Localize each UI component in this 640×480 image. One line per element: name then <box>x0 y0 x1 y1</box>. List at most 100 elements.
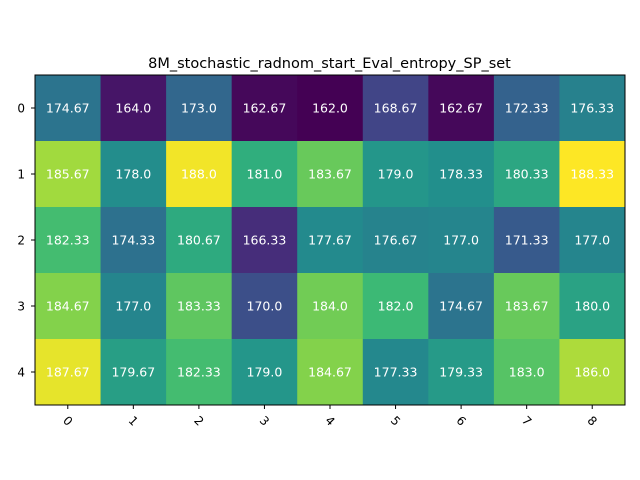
chart-title: 8M_stochastic_radnom_start_Eval_entropy_… <box>148 56 511 72</box>
heatmap-cell <box>428 207 495 274</box>
cell-value-label: 177.0 <box>574 233 610 248</box>
cell-value-label: 183.0 <box>509 365 545 380</box>
x-tick-label: 8 <box>585 413 600 428</box>
cell-value-label: 183.67 <box>308 167 352 182</box>
cell-value-label: 180.33 <box>505 167 549 182</box>
heatmap-cell <box>166 273 233 340</box>
heatmap-cell <box>493 207 560 274</box>
heatmap-cell <box>297 273 364 340</box>
heatmap-cell <box>428 273 495 340</box>
y-tick-label: 3 <box>17 300 25 314</box>
cell-value-label: 179.67 <box>111 365 155 380</box>
heatmap-cell <box>35 339 102 406</box>
heatmap-cell <box>100 273 167 340</box>
cell-value-label: 162.67 <box>243 101 287 116</box>
x-tick-label: 0 <box>60 413 75 428</box>
x-tick-label: 1 <box>126 413 141 428</box>
heatmap-cell <box>297 75 364 142</box>
cell-value-label: 177.67 <box>308 233 352 248</box>
heatmap-cell <box>428 339 495 406</box>
cell-value-label: 184.67 <box>46 299 90 314</box>
cell-value-label: 185.67 <box>46 167 90 182</box>
cell-value-label: 168.67 <box>374 101 418 116</box>
heatmap-cell <box>559 141 626 208</box>
cell-value-label: 188.33 <box>570 167 614 182</box>
heatmap-cell <box>35 75 102 142</box>
heatmap-cell <box>100 75 167 142</box>
heatmap-cell <box>297 339 364 406</box>
cell-value-label: 182.33 <box>46 233 90 248</box>
heatmap-cell <box>166 339 233 406</box>
heatmap-cell <box>297 141 364 208</box>
heatmap-cell <box>493 141 560 208</box>
cell-value-label: 182.33 <box>177 365 221 380</box>
cell-value-label: 172.33 <box>505 101 549 116</box>
cell-value-label: 182.0 <box>378 299 414 314</box>
cell-value-label: 178.0 <box>115 167 151 182</box>
heatmap-cell <box>35 207 102 274</box>
heatmap-cell <box>559 75 626 142</box>
x-tick-label: 4 <box>322 413 337 428</box>
cell-value-label: 180.67 <box>177 233 221 248</box>
heatmap-cell <box>362 141 429 208</box>
heatmap-cell <box>35 141 102 208</box>
cell-value-label: 162.67 <box>439 101 483 116</box>
cell-value-label: 188.0 <box>181 167 217 182</box>
cell-value-label: 176.33 <box>570 101 614 116</box>
heatmap-cell <box>231 273 298 340</box>
y-tick-label: 4 <box>17 366 25 380</box>
heatmap-cell-labels: 174.67 164.0 173.0 162.67 162.0 168.67 162.67 1… <box>46 101 614 380</box>
heatmap-cell <box>428 141 495 208</box>
heatmap-cell <box>166 141 233 208</box>
cell-value-label: 177.0 <box>115 299 151 314</box>
x-tick-label: 2 <box>191 413 206 428</box>
heatmap-cell <box>35 273 102 340</box>
y-tick-label: 0 <box>17 102 25 116</box>
cell-value-label: 176.67 <box>374 233 418 248</box>
x-tick-label: 3 <box>257 413 272 428</box>
heatmap-cell <box>362 339 429 406</box>
heatmap-cell <box>231 141 298 208</box>
heatmap-cell <box>166 207 233 274</box>
y-tick-label: 2 <box>17 234 25 248</box>
cell-value-label: 174.33 <box>111 233 155 248</box>
heatmap-cell <box>231 339 298 406</box>
heatmap-cell <box>559 207 626 274</box>
heatmap-cell <box>100 339 167 406</box>
heatmap-cells <box>35 75 626 406</box>
cell-value-label: 178.33 <box>439 167 483 182</box>
heatmap-cell <box>559 273 626 340</box>
heatmap-cell <box>493 273 560 340</box>
cell-value-label: 179.0 <box>247 365 283 380</box>
cell-value-label: 184.67 <box>308 365 352 380</box>
cell-value-label: 171.33 <box>505 233 549 248</box>
heatmap-cell <box>100 207 167 274</box>
cell-value-label: 166.33 <box>243 233 287 248</box>
cell-value-label: 162.0 <box>312 101 348 116</box>
cell-value-label: 177.33 <box>374 365 418 380</box>
cell-value-label: 183.33 <box>177 299 221 314</box>
cell-value-label: 170.0 <box>247 299 283 314</box>
heatmap-cell <box>428 75 495 142</box>
heatmap-cell <box>362 207 429 274</box>
cell-value-label: 174.67 <box>439 299 483 314</box>
y-tick-label: 1 <box>17 168 25 182</box>
cell-value-label: 164.0 <box>115 101 151 116</box>
cell-value-label: 174.67 <box>46 101 90 116</box>
cell-value-label: 173.0 <box>181 101 217 116</box>
x-axis: 0 1 2 3 4 5 6 7 8 <box>60 405 600 429</box>
cell-value-label: 179.33 <box>439 365 483 380</box>
cell-value-label: 177.0 <box>443 233 479 248</box>
heatmap-cell <box>362 273 429 340</box>
cell-value-label: 180.0 <box>574 299 610 314</box>
heatmap-cell <box>231 75 298 142</box>
heatmap-cell <box>493 339 560 406</box>
heatmap-cell <box>297 207 364 274</box>
cell-value-label: 186.0 <box>574 365 610 380</box>
heatmap-cell <box>362 75 429 142</box>
heatmap-cell <box>100 141 167 208</box>
heatmap-cell <box>166 75 233 142</box>
heatmap-cell <box>231 207 298 274</box>
heatmap-cell <box>493 75 560 142</box>
